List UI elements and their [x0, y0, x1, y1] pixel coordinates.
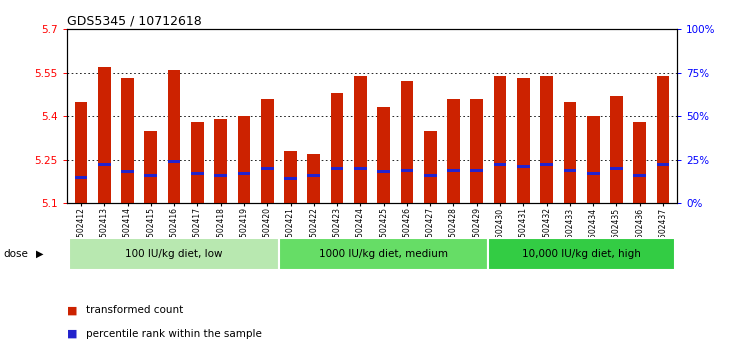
Bar	[307, 154, 320, 203]
Bar	[657, 163, 670, 166]
Bar	[657, 76, 670, 203]
Bar	[540, 76, 553, 203]
Bar	[494, 76, 507, 203]
Bar	[447, 169, 460, 172]
Bar	[633, 174, 647, 177]
Bar	[563, 102, 577, 203]
Bar	[144, 174, 157, 177]
Bar	[121, 171, 134, 174]
Bar	[69, 238, 279, 270]
Bar	[377, 171, 390, 174]
Text: transformed count: transformed count	[86, 305, 183, 315]
Bar	[214, 119, 227, 203]
Bar	[214, 174, 227, 177]
Bar	[97, 163, 111, 166]
Bar	[587, 116, 600, 203]
Text: GDS5345 / 10712618: GDS5345 / 10712618	[67, 15, 202, 28]
Bar	[284, 151, 297, 203]
Bar	[261, 99, 274, 203]
Bar	[191, 172, 204, 175]
Bar	[354, 167, 367, 170]
Bar	[563, 169, 577, 172]
Bar	[488, 238, 675, 270]
Bar	[517, 165, 530, 168]
Bar	[167, 70, 181, 203]
Bar	[400, 81, 414, 203]
Bar	[284, 178, 297, 180]
Bar	[633, 122, 647, 203]
Bar	[191, 122, 204, 203]
Bar	[540, 163, 553, 166]
Bar	[424, 174, 437, 177]
Bar	[237, 172, 250, 175]
Bar	[400, 169, 414, 172]
Text: percentile rank within the sample: percentile rank within the sample	[86, 329, 261, 339]
Bar	[587, 172, 600, 175]
Bar	[74, 102, 87, 203]
Bar	[121, 78, 134, 203]
Bar	[97, 67, 111, 203]
Bar	[447, 99, 460, 203]
Bar	[307, 174, 320, 177]
Bar	[424, 131, 437, 203]
Bar	[354, 76, 367, 203]
Bar	[610, 96, 623, 203]
Text: ▶: ▶	[36, 249, 43, 259]
Bar	[470, 99, 483, 203]
Bar	[494, 163, 507, 166]
Text: dose: dose	[4, 249, 28, 259]
Bar	[261, 167, 274, 170]
Text: ■: ■	[67, 329, 77, 339]
Bar	[470, 169, 483, 172]
Bar	[610, 167, 623, 170]
Bar	[144, 131, 157, 203]
Bar	[330, 93, 344, 203]
Text: ■: ■	[67, 305, 77, 315]
Bar	[330, 167, 344, 170]
Bar	[377, 107, 390, 203]
Text: 10,000 IU/kg diet, high: 10,000 IU/kg diet, high	[522, 249, 641, 259]
Bar	[167, 160, 181, 163]
Text: 100 IU/kg diet, low: 100 IU/kg diet, low	[125, 249, 222, 259]
Bar	[279, 238, 488, 270]
Bar	[237, 116, 250, 203]
Text: 1000 IU/kg diet, medium: 1000 IU/kg diet, medium	[319, 249, 448, 259]
Bar	[74, 176, 87, 179]
Bar	[517, 78, 530, 203]
